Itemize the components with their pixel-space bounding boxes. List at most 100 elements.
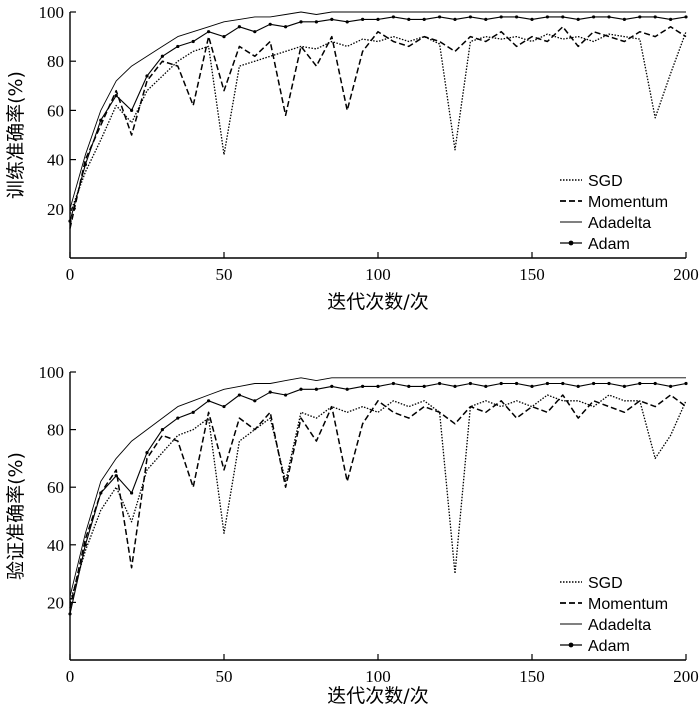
series-line-momentum bbox=[69, 394, 687, 609]
legend-label: SGD bbox=[588, 173, 623, 190]
data-point bbox=[576, 384, 580, 388]
data-point bbox=[376, 17, 380, 21]
data-point bbox=[222, 404, 226, 409]
x-tick-label: 0 bbox=[66, 667, 75, 686]
x-tick-label: 100 bbox=[365, 667, 391, 686]
data-point bbox=[299, 20, 303, 24]
data-point bbox=[237, 393, 241, 397]
data-point bbox=[561, 381, 565, 386]
data-point bbox=[145, 451, 149, 455]
data-point bbox=[607, 15, 611, 19]
data-point bbox=[545, 15, 550, 19]
y-tick-label: 100 bbox=[39, 363, 65, 382]
series-line-momentum bbox=[69, 26, 687, 229]
x-tick-label: 150 bbox=[519, 265, 545, 284]
data-point bbox=[669, 384, 673, 388]
series-line-adadelta bbox=[69, 377, 686, 597]
y-tick-label: 40 bbox=[47, 536, 64, 555]
data-point bbox=[376, 384, 380, 388]
data-point bbox=[268, 22, 272, 26]
x-axis-title: 迭代次数/次 bbox=[327, 291, 428, 313]
data-point bbox=[314, 387, 318, 391]
x-tick-label: 200 bbox=[673, 265, 699, 284]
data-point bbox=[160, 54, 164, 58]
x-tick-label: 150 bbox=[519, 667, 545, 686]
x-tick-label: 0 bbox=[66, 265, 75, 284]
y-tick-label: 40 bbox=[47, 151, 64, 170]
data-point bbox=[684, 381, 688, 386]
data-point bbox=[515, 15, 519, 19]
y-tick-label: 20 bbox=[47, 593, 64, 612]
legend-label: Adam bbox=[588, 236, 630, 253]
y-tick-label: 100 bbox=[39, 3, 65, 22]
data-point bbox=[653, 15, 657, 19]
data-point bbox=[530, 17, 534, 21]
data-point bbox=[499, 15, 503, 19]
legend-marker bbox=[568, 642, 574, 648]
data-point bbox=[314, 20, 318, 24]
data-point bbox=[545, 381, 550, 386]
x-axis-title: 迭代次数/次 bbox=[327, 685, 428, 707]
data-point bbox=[130, 491, 134, 495]
data-point bbox=[345, 387, 349, 391]
y-tick-label: 80 bbox=[47, 52, 64, 71]
data-point bbox=[391, 381, 395, 386]
data-point bbox=[438, 381, 442, 386]
data-point bbox=[515, 381, 519, 386]
x-tick-label: 200 bbox=[673, 667, 699, 686]
data-point bbox=[468, 381, 472, 386]
data-point bbox=[361, 384, 365, 388]
data-point bbox=[330, 17, 334, 21]
data-point bbox=[253, 399, 257, 403]
data-point bbox=[284, 393, 288, 397]
data-point bbox=[468, 15, 472, 19]
data-point bbox=[176, 416, 180, 420]
data-point bbox=[622, 384, 627, 388]
data-point bbox=[160, 428, 164, 432]
data-point bbox=[453, 17, 457, 21]
data-point bbox=[176, 44, 180, 49]
data-point bbox=[422, 17, 426, 21]
data-point bbox=[576, 17, 580, 21]
y-tick-label: 60 bbox=[47, 478, 64, 497]
data-point bbox=[592, 381, 596, 386]
series-line-adadelta bbox=[69, 11, 686, 209]
data-point bbox=[422, 384, 426, 388]
y-tick-label: 60 bbox=[47, 101, 64, 120]
data-point bbox=[145, 74, 149, 78]
data-point bbox=[391, 15, 395, 19]
data-point bbox=[191, 39, 195, 44]
series-line-sgd bbox=[69, 394, 687, 603]
legend-label: Adam bbox=[588, 638, 630, 655]
data-point bbox=[68, 219, 72, 223]
data-point bbox=[83, 543, 87, 547]
data-point bbox=[191, 410, 195, 414]
y-axis-title: 验证准确率(%) bbox=[5, 452, 27, 580]
y-tick-label: 80 bbox=[47, 421, 64, 440]
y-axis-title: 训练准确率(%) bbox=[5, 71, 27, 199]
data-point bbox=[607, 381, 611, 386]
data-point bbox=[253, 30, 257, 34]
data-point bbox=[638, 381, 642, 386]
data-point bbox=[299, 387, 303, 391]
chart-panel-2: 20 40 60 80 100 0 50 100 150 200 迭代次数/次 验证准确率(%) SGD… bbox=[5, 363, 699, 707]
y-tick-label: 20 bbox=[47, 200, 64, 219]
data-point bbox=[484, 17, 488, 21]
legend-label: Adadelta bbox=[588, 617, 651, 634]
data-point bbox=[99, 118, 103, 122]
data-point bbox=[237, 25, 241, 29]
data-point bbox=[653, 381, 657, 386]
legend-label: Adadelta bbox=[588, 215, 651, 232]
data-point bbox=[207, 399, 211, 403]
data-point bbox=[114, 94, 118, 98]
x-tick-label: 50 bbox=[216, 667, 233, 686]
data-point bbox=[669, 17, 673, 21]
data-point bbox=[284, 25, 288, 29]
data-point bbox=[345, 20, 349, 24]
data-point bbox=[114, 474, 118, 478]
data-point bbox=[222, 35, 226, 39]
data-point bbox=[484, 384, 488, 388]
data-point bbox=[438, 15, 442, 19]
data-point bbox=[530, 384, 534, 388]
